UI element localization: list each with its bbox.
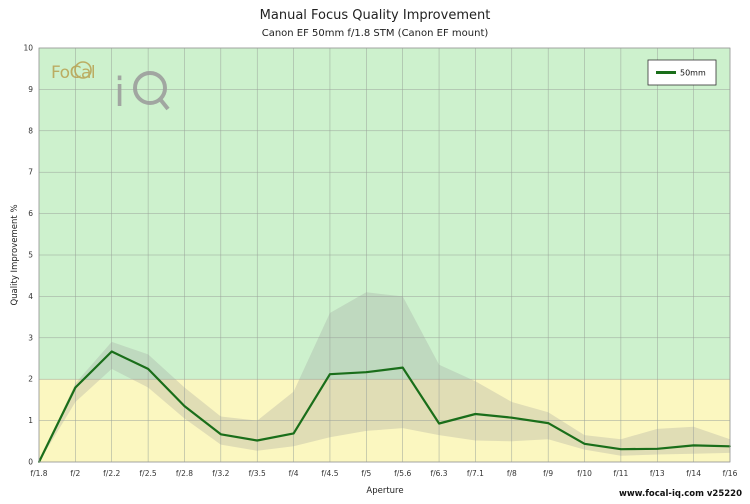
data-point xyxy=(692,444,695,447)
focal-iq-logo: FoCal i xyxy=(51,61,170,116)
y-tick-label: 7 xyxy=(28,168,33,177)
svg-text:i: i xyxy=(114,70,125,116)
data-point xyxy=(547,422,550,424)
x-tick-label: f/4 xyxy=(289,469,299,478)
x-tick-label: f/2.8 xyxy=(176,469,193,478)
chart-title: Manual Focus Quality Improvement xyxy=(260,8,491,23)
x-tick-label: f/5 xyxy=(361,469,371,478)
data-point xyxy=(74,386,77,389)
data-point xyxy=(438,422,440,425)
x-tick-label: f/7.1 xyxy=(467,469,484,478)
x-tick-label: f/2.2 xyxy=(103,469,120,478)
y-tick-label: 10 xyxy=(23,44,33,53)
x-axis-title: Aperture xyxy=(366,486,403,496)
data-point xyxy=(147,367,150,370)
data-point xyxy=(401,366,404,369)
data-point xyxy=(183,405,186,408)
plot-frame xyxy=(38,47,731,463)
x-tick-label: f/1.8 xyxy=(30,469,47,478)
x-tick-label: f/2.5 xyxy=(140,469,157,478)
y-tick-label: 1 xyxy=(28,416,33,425)
data-point xyxy=(510,416,513,419)
y-tick-label: 5 xyxy=(28,251,33,260)
y-tick-label: 2 xyxy=(28,375,33,384)
data-point xyxy=(329,373,331,376)
x-tick-label: f/16 xyxy=(723,469,738,478)
x-tick-label: f/13 xyxy=(650,469,665,478)
data-point xyxy=(583,442,586,445)
y-tick-label: 0 xyxy=(28,458,33,467)
svg-text:FoCal: FoCal xyxy=(51,63,95,83)
y-tick-label: 6 xyxy=(28,209,33,218)
chart-subtitle: Canon EF 50mm f/1.8 STM (Canon EF mount) xyxy=(262,28,489,39)
footer-watermark: www.focal-iq.com v25220 xyxy=(619,489,742,499)
y-tick-label: 8 xyxy=(28,126,33,135)
series-line-50mm xyxy=(38,350,731,463)
legend-label: 50mm xyxy=(680,69,706,78)
x-tick-label: f/9 xyxy=(543,469,553,478)
range-area xyxy=(39,292,730,462)
x-tick-labels: f/1.8 f/2 f/2.2 f/2.5 f/2.8 f/3.2 f/3.5 f/4 f/4.… xyxy=(30,469,737,478)
x-tick-label: f/5.6 xyxy=(394,469,411,478)
legend: 50mm xyxy=(647,59,717,86)
x-tick-label: f/6.3 xyxy=(430,469,447,478)
x-tick-label: f/3.5 xyxy=(249,469,266,478)
data-point xyxy=(219,433,222,436)
y-tick-label: 4 xyxy=(28,292,33,301)
data-point xyxy=(474,413,477,415)
data-point xyxy=(619,448,622,451)
x-tick-label: f/2 xyxy=(70,469,80,478)
data-point xyxy=(365,371,368,374)
x-tick-label: f/4.5 xyxy=(321,469,338,478)
x-tick-label: f/3.2 xyxy=(212,469,229,478)
data-point xyxy=(656,447,659,450)
y-tick-label: 3 xyxy=(28,333,33,342)
x-tick-label: f/8 xyxy=(507,469,517,478)
y-tick-labels: 0 1 2 3 4 5 6 7 8 9 10 xyxy=(23,44,33,467)
y-tick-label: 9 xyxy=(28,85,33,94)
data-point xyxy=(110,350,113,353)
x-tick-label: f/11 xyxy=(614,469,629,478)
data-point xyxy=(292,432,295,435)
x-tick-label: f/10 xyxy=(577,469,592,478)
series-range-band xyxy=(39,292,730,462)
x-tick-label: f/14 xyxy=(686,469,701,478)
y-axis-title: Quality Improvement % xyxy=(10,204,20,305)
data-point xyxy=(256,439,259,442)
